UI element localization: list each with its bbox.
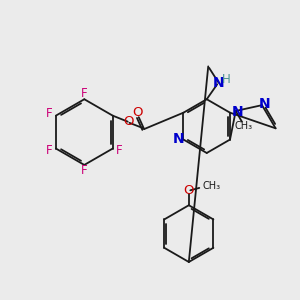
Text: F: F	[46, 144, 52, 158]
Text: F: F	[81, 87, 88, 101]
Text: N: N	[259, 97, 270, 111]
Text: N: N	[173, 132, 185, 146]
Text: CH₃: CH₃	[202, 181, 220, 191]
Text: F: F	[116, 144, 123, 158]
Text: F: F	[81, 164, 88, 177]
Text: N: N	[231, 105, 243, 119]
Text: F: F	[46, 107, 52, 120]
Text: O: O	[123, 115, 134, 128]
Text: H: H	[222, 73, 230, 86]
Text: O: O	[184, 184, 194, 197]
Text: N: N	[213, 76, 224, 90]
Text: CH₃: CH₃	[234, 121, 252, 131]
Text: O: O	[132, 106, 142, 119]
